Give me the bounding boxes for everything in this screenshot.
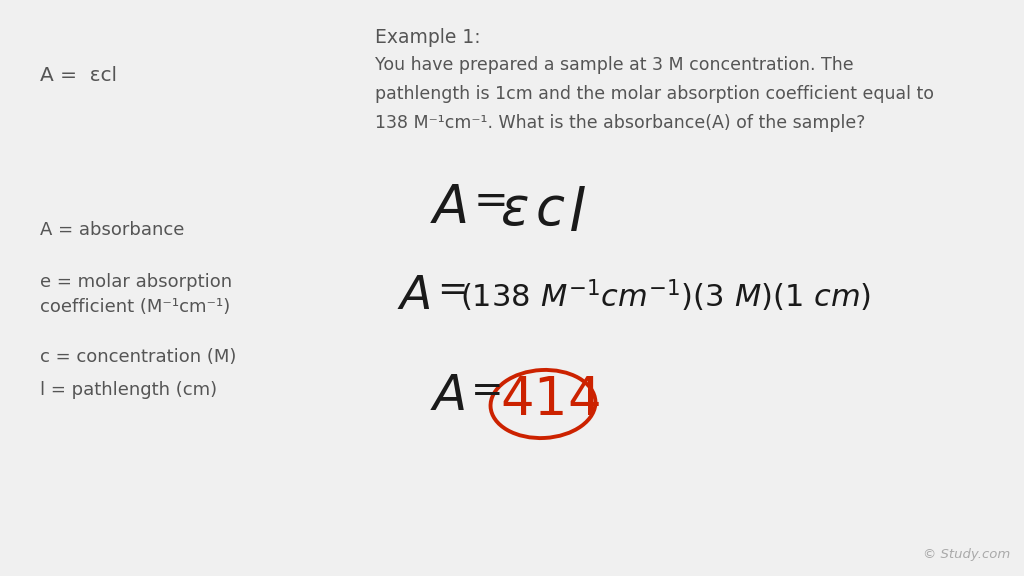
Text: coefficient (M⁻¹cm⁻¹): coefficient (M⁻¹cm⁻¹): [40, 298, 230, 316]
Text: $=$: $=$: [463, 373, 501, 408]
Text: $=$: $=$: [465, 183, 506, 221]
Text: A =  εcl: A = εcl: [40, 66, 117, 85]
Text: $\mathit{\varepsilon}$: $\mathit{\varepsilon}$: [500, 188, 528, 237]
Text: $\mathit{414}$: $\mathit{414}$: [500, 378, 600, 427]
Text: 138 M⁻¹cm⁻¹. What is the absorbance(A) of the sample?: 138 M⁻¹cm⁻¹. What is the absorbance(A) o…: [375, 114, 865, 132]
Text: $\mathit{A}$: $\mathit{A}$: [430, 376, 466, 422]
Text: Example 1:: Example 1:: [375, 28, 480, 47]
Text: l = pathlength (cm): l = pathlength (cm): [40, 381, 217, 399]
Text: pathlength is 1cm and the molar absorption coefficient equal to: pathlength is 1cm and the molar absorpti…: [375, 85, 934, 103]
Text: $\mathit{(138\ M^{-1}cm^{-1})(3\ M)(1\ cm)}$: $\mathit{(138\ M^{-1}cm^{-1})(3\ M)(1\ c…: [460, 278, 871, 314]
Text: $\mathit{A}$: $\mathit{A}$: [430, 186, 467, 235]
Text: © Study.com: © Study.com: [923, 548, 1010, 561]
Text: c = concentration (M): c = concentration (M): [40, 348, 237, 366]
Text: $\mathit{l}$: $\mathit{l}$: [568, 191, 586, 244]
Text: You have prepared a sample at 3 M concentration. The: You have prepared a sample at 3 M concen…: [375, 56, 854, 74]
Text: $\mathit{c}$: $\mathit{c}$: [535, 188, 565, 237]
Text: $\mathit{A}$: $\mathit{A}$: [397, 276, 431, 319]
Text: A = absorbance: A = absorbance: [40, 221, 184, 239]
Text: e = molar absorption: e = molar absorption: [40, 273, 232, 291]
Text: $=$: $=$: [430, 273, 466, 306]
